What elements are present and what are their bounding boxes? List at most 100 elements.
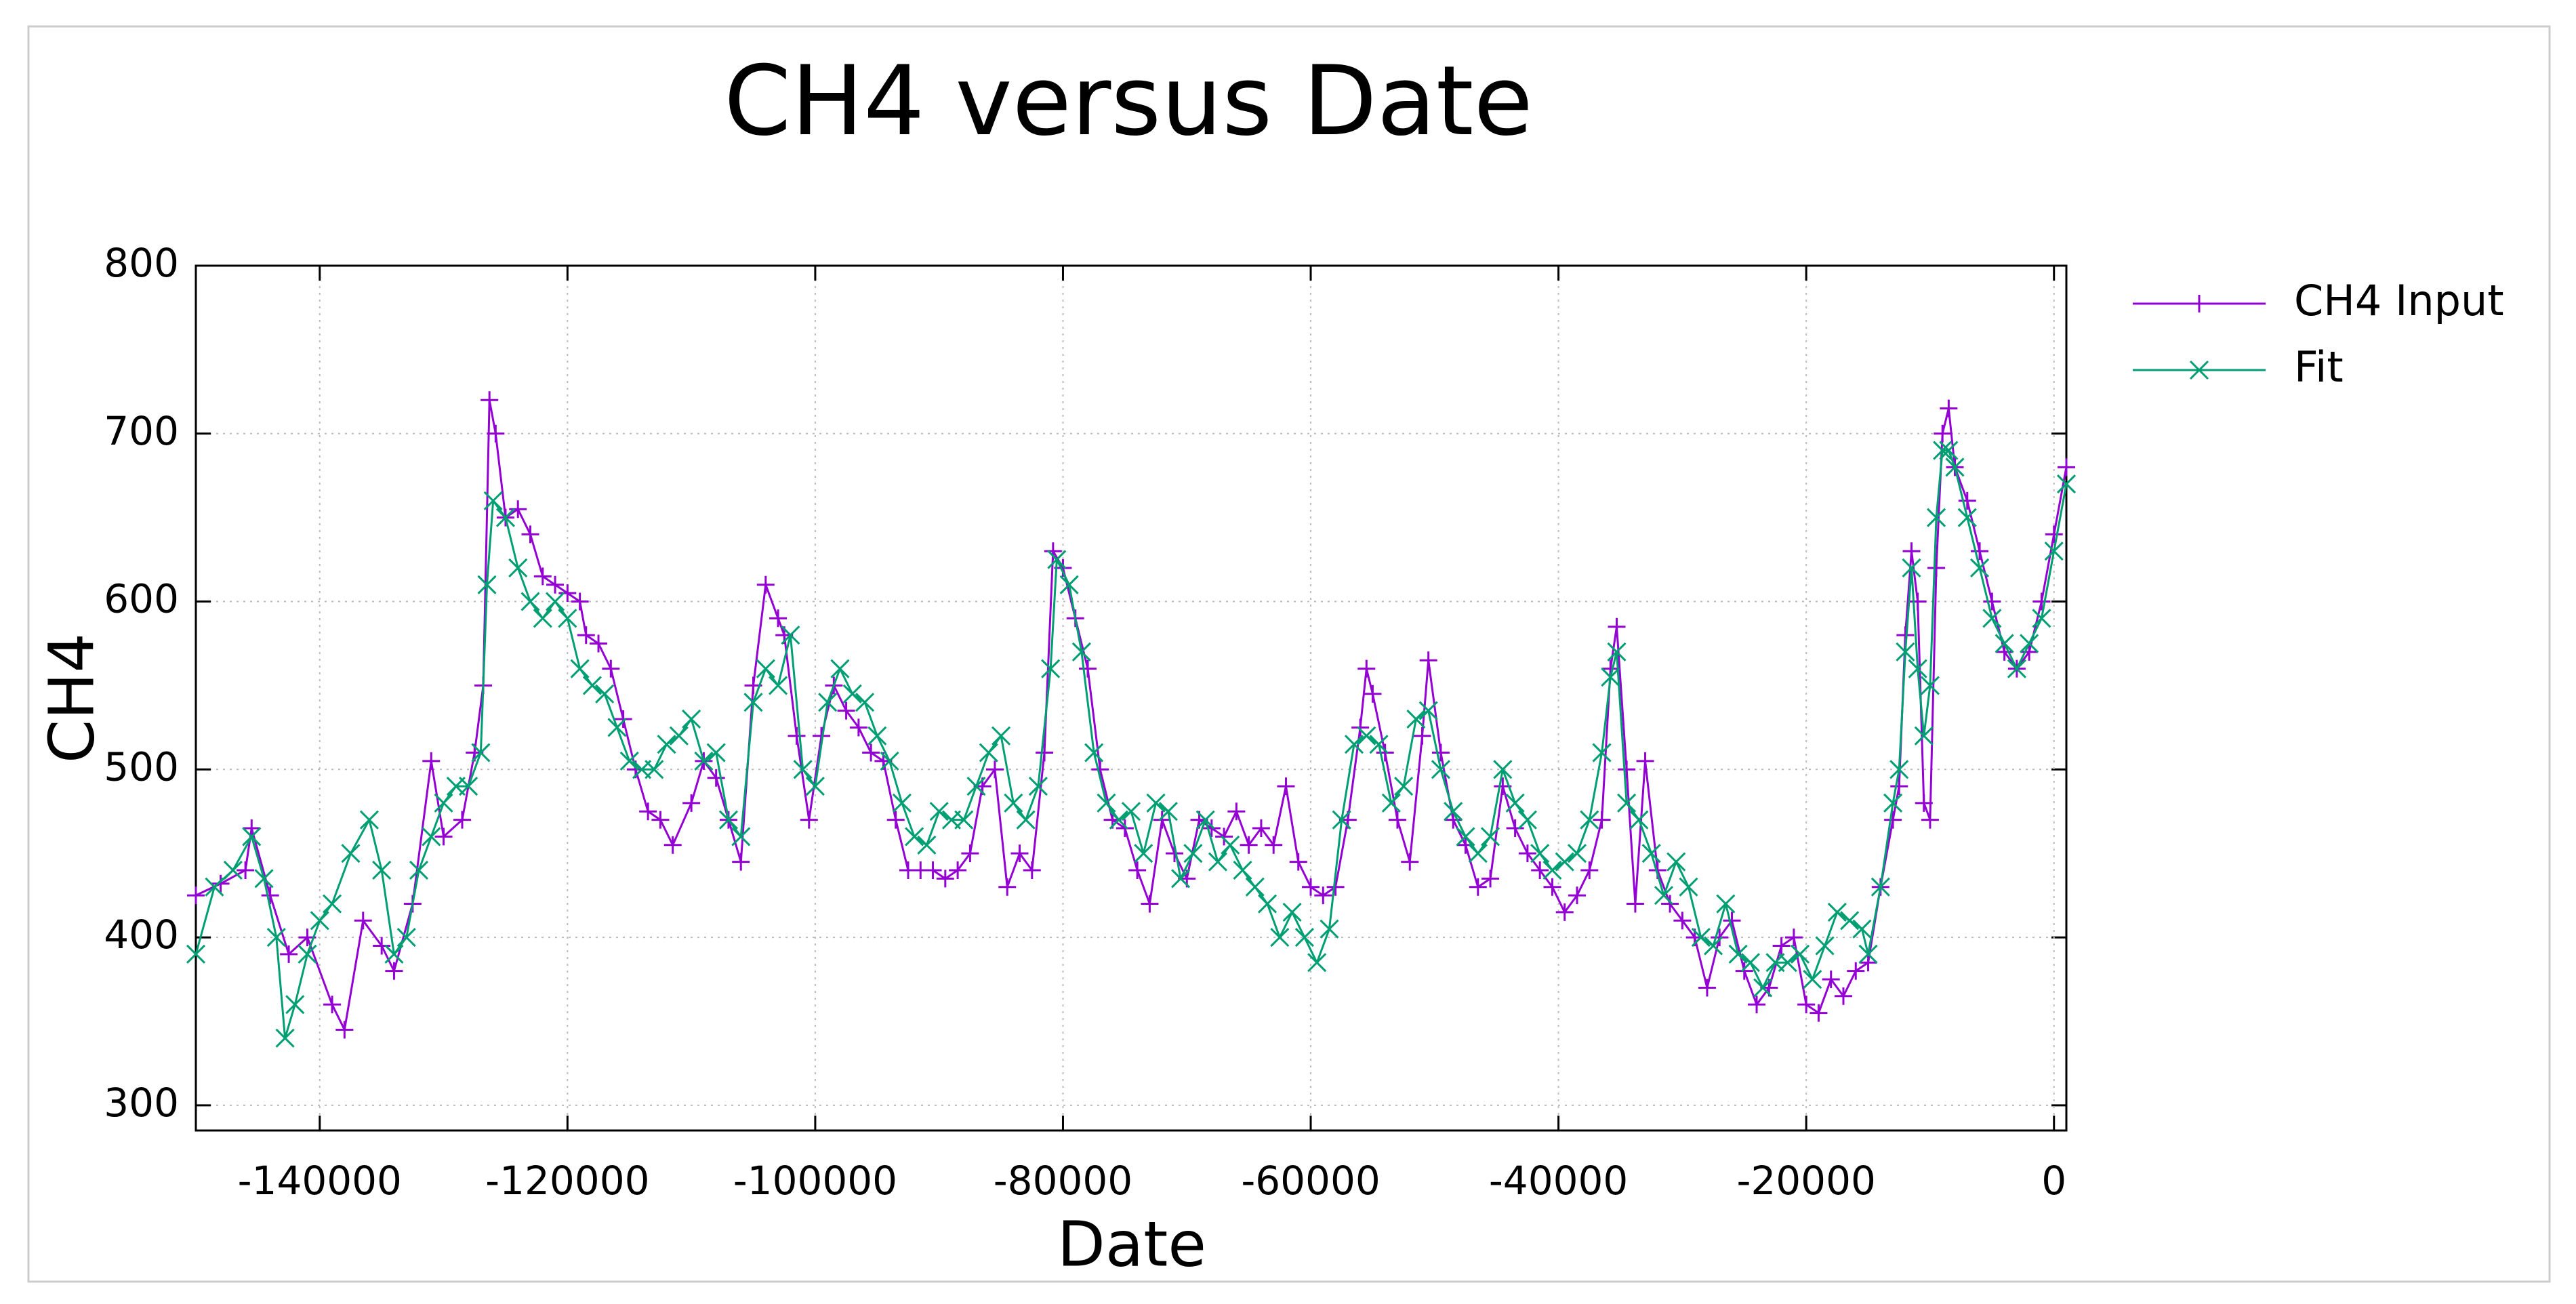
data-point bbox=[1401, 853, 1419, 871]
data-point bbox=[1995, 634, 2014, 653]
data-point bbox=[385, 962, 403, 980]
data-point bbox=[1364, 685, 1382, 703]
data-point bbox=[577, 626, 595, 645]
data-point bbox=[849, 718, 867, 737]
data-point bbox=[1608, 617, 1626, 636]
data-point bbox=[509, 500, 527, 518]
data-point bbox=[1444, 811, 1463, 829]
data-point bbox=[1469, 878, 1487, 896]
data-point bbox=[1444, 802, 1463, 821]
data-point bbox=[1079, 659, 1097, 678]
data-point bbox=[1822, 971, 1840, 989]
data-point bbox=[1153, 811, 1171, 829]
y-axis-label: CH4 bbox=[35, 633, 108, 763]
data-point bbox=[1915, 794, 1933, 812]
data-point bbox=[1221, 835, 1240, 855]
data-point bbox=[1109, 810, 1128, 830]
data-point bbox=[285, 995, 305, 1015]
data-point bbox=[1889, 760, 1909, 779]
data-point bbox=[1568, 887, 1587, 905]
data-point bbox=[1580, 810, 1599, 830]
data-point bbox=[1641, 844, 1661, 863]
data-point bbox=[1927, 558, 1946, 577]
data-point bbox=[223, 860, 243, 880]
data-point bbox=[483, 491, 503, 510]
data-point bbox=[1908, 659, 1927, 678]
data-point bbox=[254, 869, 274, 889]
data-point bbox=[1369, 735, 1389, 754]
x-tick-label: -60000 bbox=[1241, 1158, 1380, 1204]
data-point bbox=[1698, 979, 1716, 997]
data-point bbox=[917, 835, 937, 855]
data-point bbox=[1468, 844, 1488, 863]
data-point bbox=[1797, 996, 1816, 1014]
data-point bbox=[521, 525, 539, 544]
data-point bbox=[434, 828, 453, 846]
x-tick-label: -20000 bbox=[1736, 1158, 1875, 1204]
data-point bbox=[1307, 953, 1327, 973]
data-point bbox=[1047, 550, 1067, 569]
data-point bbox=[1141, 895, 1159, 913]
data-point bbox=[1704, 936, 1723, 956]
data-point bbox=[1041, 659, 1061, 678]
data-point bbox=[237, 861, 255, 879]
data-point bbox=[781, 626, 800, 645]
data-point bbox=[2056, 474, 2077, 494]
data-point bbox=[1419, 651, 1437, 670]
data-point bbox=[682, 794, 701, 812]
data-point bbox=[1481, 827, 1500, 847]
data-point bbox=[1146, 793, 1166, 813]
x-tick-label: -140000 bbox=[238, 1158, 402, 1204]
data-point bbox=[732, 853, 750, 871]
data-point bbox=[1617, 793, 1637, 813]
data-point bbox=[409, 860, 429, 880]
data-point bbox=[205, 877, 224, 897]
data-point bbox=[1245, 877, 1265, 897]
data-point bbox=[1171, 869, 1191, 889]
chart-title: CH4 versus Date bbox=[724, 45, 1533, 157]
data-point bbox=[1940, 399, 1958, 417]
legend-marker bbox=[2190, 295, 2208, 312]
data-point bbox=[1847, 962, 1865, 980]
data-point bbox=[1934, 424, 1952, 443]
data-point bbox=[1803, 969, 1822, 990]
data-point bbox=[487, 424, 505, 443]
y-tick-label: 600 bbox=[104, 576, 179, 622]
data-point bbox=[1890, 777, 1908, 796]
data-point bbox=[1252, 819, 1270, 838]
data-point bbox=[788, 727, 806, 745]
data-point bbox=[954, 810, 974, 830]
data-point bbox=[1958, 491, 1976, 510]
data-point bbox=[1388, 811, 1406, 829]
data-point bbox=[682, 709, 701, 729]
data-point bbox=[2032, 592, 2051, 611]
data-point bbox=[707, 769, 725, 787]
data-point bbox=[2020, 643, 2039, 661]
data-point bbox=[434, 793, 453, 813]
data-point bbox=[1357, 659, 1376, 678]
data-point bbox=[1601, 667, 1620, 687]
data-point bbox=[1071, 642, 1091, 661]
data-point bbox=[558, 609, 577, 628]
legend-marker bbox=[2189, 360, 2209, 380]
data-point bbox=[1982, 609, 2002, 628]
data-point bbox=[1456, 827, 1475, 847]
data-point bbox=[1592, 743, 1612, 762]
data-point bbox=[1215, 828, 1233, 846]
data-point bbox=[422, 752, 441, 770]
data-point bbox=[663, 836, 682, 854]
legend-label: CH4 Input bbox=[2294, 276, 2504, 325]
data-point bbox=[602, 659, 620, 678]
data-point bbox=[1636, 752, 1654, 770]
data-point bbox=[1971, 542, 1989, 561]
data-point bbox=[211, 874, 230, 893]
data-point bbox=[533, 609, 552, 628]
data-point bbox=[187, 887, 205, 905]
data-point bbox=[639, 802, 657, 821]
data-point bbox=[2058, 458, 2075, 476]
data-point bbox=[1969, 558, 1990, 578]
data-point bbox=[1351, 718, 1370, 737]
data-point bbox=[936, 870, 954, 888]
